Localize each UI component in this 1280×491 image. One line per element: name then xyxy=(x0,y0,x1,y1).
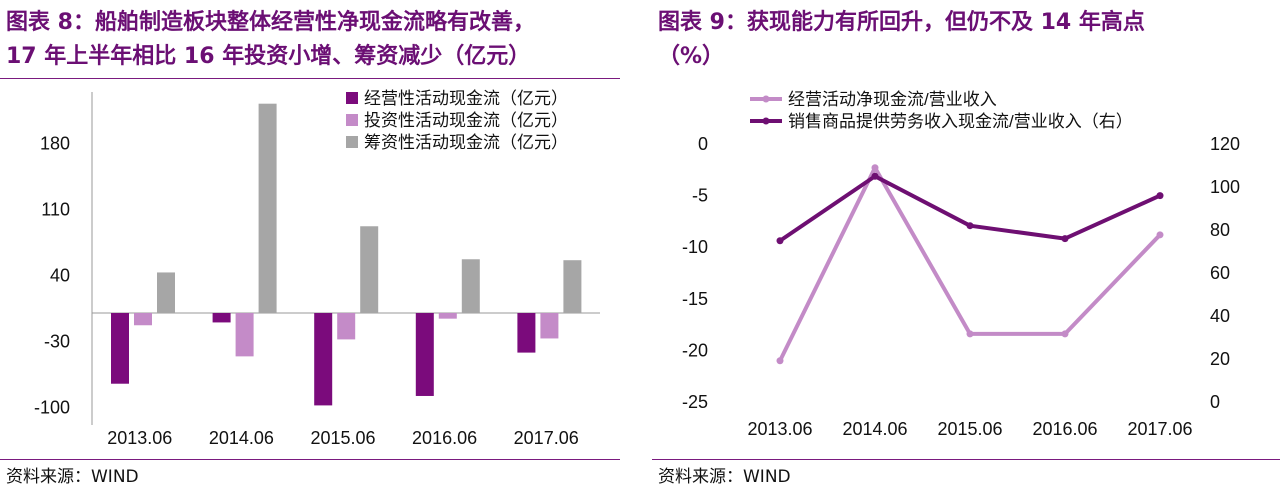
data-point xyxy=(966,222,974,230)
y-right-tick-label: 120 xyxy=(1210,134,1240,154)
bar xyxy=(360,226,379,313)
legend-label: 筹资性活动现金流（亿元） xyxy=(364,133,568,152)
x-tick-label: 2015.06 xyxy=(937,419,1002,439)
y-left-tick-label: 0 xyxy=(698,134,708,154)
chart-title-line2: 17 年上半年相比 16 年投资小增、筹资减少（亿元） xyxy=(6,44,531,69)
line-chart: 0 -5 -10 -15 -20 -25 120 100 80 60 40 20 0 2013.06 201… xyxy=(682,90,1240,439)
y-left-tick-label: -5 xyxy=(692,186,708,206)
x-tick-label: 2013.06 xyxy=(747,419,812,439)
bar xyxy=(134,313,152,326)
y-right-tick-label: 60 xyxy=(1210,263,1230,283)
legend-label: 销售商品提供劳务收入现金流/营业收入（右） xyxy=(788,112,1133,131)
legend-label: 经营活动净现金流/营业收入 xyxy=(788,90,997,109)
y-right-tick-label: 0 xyxy=(1210,392,1220,412)
bar xyxy=(258,103,277,313)
y-tick-label: 110 xyxy=(41,199,70,219)
bar xyxy=(438,313,457,319)
y-tick-label: -100 xyxy=(34,397,70,417)
y-right-tick-label: 20 xyxy=(1210,349,1230,369)
legend-marker xyxy=(762,117,770,125)
x-tick-label: 2014.06 xyxy=(209,428,274,448)
y-right-tick-label: 40 xyxy=(1210,306,1230,326)
data-point xyxy=(1061,235,1069,243)
x-tick-label: 2017.06 xyxy=(514,428,579,448)
legend-swatch xyxy=(346,92,358,104)
x-tick-label: 2016.06 xyxy=(1032,419,1097,439)
x-tick-label: 2014.06 xyxy=(842,419,907,439)
legend-swatch xyxy=(346,114,358,126)
x-tick-label: 2015.06 xyxy=(310,428,375,448)
y-left-tick-label: -20 xyxy=(682,340,708,360)
source-note: 资料来源：WIND xyxy=(6,467,139,487)
data-point xyxy=(776,237,784,245)
data-point xyxy=(966,330,974,338)
y-right-tick-label: 80 xyxy=(1210,220,1230,240)
y-left-tick-label: -15 xyxy=(682,289,708,309)
bar xyxy=(314,313,333,406)
series-line xyxy=(778,174,1161,243)
bar xyxy=(337,313,356,340)
bar-chart: 180 110 40 -30 -100 2013.06 2014.06 2015.06 2016… xyxy=(34,89,600,448)
bar-chart-panel: 图表 8：船舶制造板块整体经营性净现金流略有改善， 17 年上半年相比 16 年… xyxy=(0,0,620,491)
chart-title-line1: 图表 8：船舶制造板块整体经营性净现金流略有改善， xyxy=(6,10,535,35)
bar xyxy=(517,313,536,353)
source-note: 资料来源：WIND xyxy=(658,467,791,487)
x-tick-label: 2017.06 xyxy=(1127,419,1192,439)
legend-label: 经营性活动现金流（亿元） xyxy=(364,89,568,108)
bar xyxy=(111,313,129,384)
chart-title-line1: 图表 9：获现能力有所回升，但仍不及 14 年高点 xyxy=(658,10,1145,35)
y-tick-label: 180 xyxy=(40,133,70,153)
bar xyxy=(157,272,175,313)
chart-title: 图表 9：获现能力有所回升，但仍不及 14 年高点 （%） xyxy=(658,6,1145,74)
title-rule xyxy=(0,78,620,79)
legend-marker xyxy=(762,95,770,103)
data-point xyxy=(776,357,784,365)
bar xyxy=(415,313,434,396)
chart-title: 图表 8：船舶制造板块整体经营性净现金流略有改善， 17 年上半年相比 16 年… xyxy=(6,6,535,74)
bar xyxy=(540,313,559,339)
data-point xyxy=(871,172,879,180)
data-point xyxy=(871,164,879,172)
data-point xyxy=(1156,231,1164,239)
line-chart-panel: 图表 9：获现能力有所回升，但仍不及 14 年高点 （%） 0 -5 -10 -15 -… xyxy=(652,0,1280,491)
x-tick-label: 2016.06 xyxy=(412,428,477,448)
bar xyxy=(563,260,582,313)
legend-swatch xyxy=(346,136,358,148)
y-right-tick-label: 100 xyxy=(1210,177,1240,197)
data-point xyxy=(1156,192,1164,200)
y-tick-label: 40 xyxy=(50,265,70,285)
bar xyxy=(461,259,480,313)
source-rule xyxy=(652,459,1280,460)
y-tick-label: -30 xyxy=(44,331,70,351)
data-point xyxy=(1061,330,1069,338)
bar xyxy=(212,313,231,323)
bar xyxy=(235,313,254,357)
source-rule xyxy=(0,459,620,460)
legend-label: 投资性活动现金流（亿元） xyxy=(364,111,568,130)
chart-title-line2: （%） xyxy=(658,44,725,69)
y-left-tick-label: -25 xyxy=(682,392,708,412)
y-left-tick-label: -10 xyxy=(682,237,708,257)
x-tick-label: 2013.06 xyxy=(107,428,172,448)
